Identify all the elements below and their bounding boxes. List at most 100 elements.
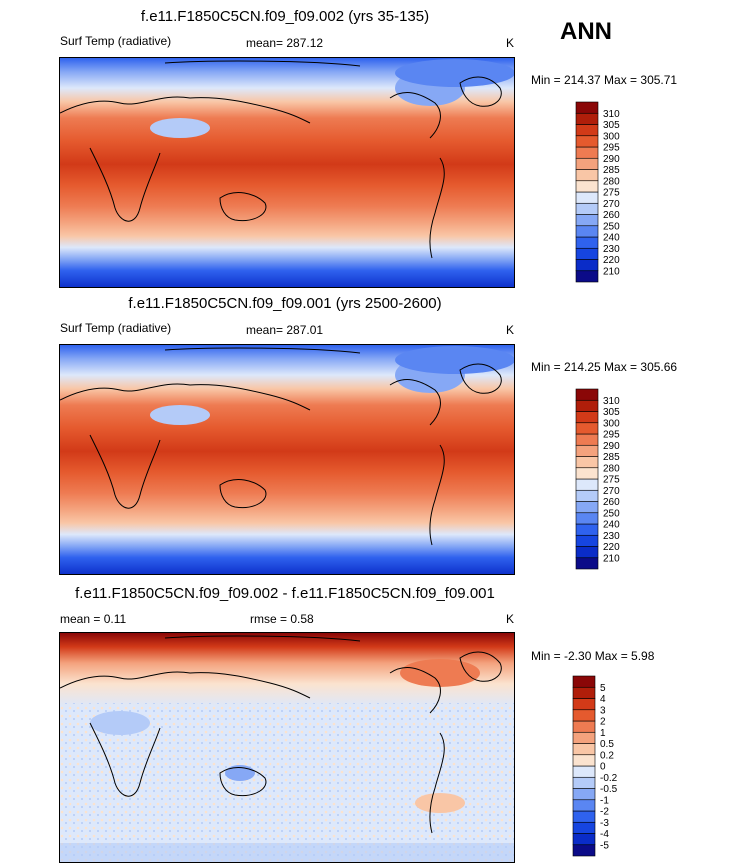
panel-1-variable-label: Surf Temp (radiative): [60, 34, 172, 48]
colorbar-2-tick-label: 250: [603, 508, 620, 519]
colorbar-1-box-15: [575, 101, 599, 114]
colorbar-1-box-2: [575, 247, 599, 260]
colorbar-1-box-10: [575, 157, 599, 170]
colorbar-2-box-14: [575, 399, 599, 412]
colorbar-3-box-0: [572, 844, 596, 857]
colorbar-1-tick-label: 310: [603, 109, 620, 120]
colorbar-2-box-1: [575, 546, 599, 559]
colorbar-2-tick-label: 230: [603, 531, 620, 542]
colorbar-2-tick-label: 210: [603, 553, 620, 564]
panel-3-mean-label: mean = 0.11: [60, 612, 127, 626]
colorbar-3-box-12: [572, 709, 596, 722]
colorbar-1-tick-label: 275: [603, 188, 620, 199]
colorbar-2-box-13: [575, 411, 599, 424]
colorbar-2-box-10: [575, 444, 599, 457]
colorbar-3-box-15: [572, 675, 596, 688]
colorbar-3-tick-label: 0.5: [600, 739, 614, 750]
colorbar-1-box-7: [575, 191, 599, 204]
colorbar-2-tick-label: 305: [603, 407, 620, 418]
colorbar-3-box-1: [572, 833, 596, 846]
colorbar-2-tick-label: 300: [603, 418, 620, 429]
panel-1-mean-label: mean= 287.12: [246, 36, 324, 50]
colorbar-2-box-5: [575, 501, 599, 514]
colorbar-3-tick-label: -0.5: [600, 784, 618, 795]
colorbar-1-tick-label: 250: [603, 221, 620, 232]
colorbar-1-tick-label: 280: [603, 176, 620, 187]
colorbar-1-tick-label: 240: [603, 233, 620, 244]
colorbar-3-box-4: [572, 799, 596, 812]
panel-2-title: f.e11.F1850C5CN.f09_f09.001 (yrs 2500-26…: [128, 295, 442, 312]
colorbar-1-tick-label: 295: [603, 143, 620, 154]
colorbar-1-box-1: [575, 259, 599, 272]
colorbar-2-box-11: [575, 433, 599, 446]
colorbar-2-tick-label: 285: [603, 452, 620, 463]
colorbar-1-box-3: [575, 236, 599, 249]
colorbar-2-tick-label: 260: [603, 497, 620, 508]
colorbar-1-box-0: [575, 270, 599, 283]
panel-1-title: f.e11.F1850C5CN.f09_f09.002 (yrs 35-135): [140, 8, 430, 25]
colorbar-1-tick-label: 290: [603, 154, 620, 165]
colorbar-3-box-9: [572, 743, 596, 756]
colorbar-3-tick-label: 3: [600, 705, 606, 716]
panel-3-title: f.e11.F1850C5CN.f09_f09.002 - f.e11.F185…: [75, 585, 495, 602]
colorbar-3-tick-label: -5: [600, 840, 609, 851]
colorbar-1-tick-label: 220: [603, 255, 620, 266]
colorbar-1-tick-label: 300: [603, 131, 620, 142]
colorbar-2-box-7: [575, 478, 599, 491]
panel-3-minmax-label: Min = -2.30 Max = 5.98: [531, 649, 655, 663]
colorbar-3-tick-label: -0.2: [600, 773, 618, 784]
colorbar-1-tick-label: 285: [603, 165, 620, 176]
colorbar-1-tick-label: 210: [603, 266, 620, 277]
colorbar-2-box-9: [575, 456, 599, 469]
panel-3-rmse-label: rmse = 0.58: [250, 612, 314, 626]
colorbar-3-tick-label: -3: [600, 818, 609, 829]
colorbar-3-box-2: [572, 821, 596, 834]
colorbar-2-box-0: [575, 557, 599, 570]
panel-3-units-label: K: [506, 612, 515, 626]
colorbar-2-tick-label: 310: [603, 396, 620, 407]
panel-2-variable-label: Surf Temp (radiative): [60, 321, 172, 335]
colorbar-1-box-4: [575, 225, 599, 238]
colorbar-3-tick-label: 4: [600, 694, 606, 705]
panel-3-map: [59, 632, 515, 863]
colorbar-2-tick-label: 240: [603, 520, 620, 531]
colorbar-1-tick-label: 305: [603, 120, 620, 131]
colorbar-3-box-6: [572, 776, 596, 789]
panel-3-colorbar: -5 -4 -3 -2 -1 -0.5 -0.2 0 0.2 0.5 1 2 3 4 5: [572, 675, 653, 859]
colorbar-1-box-12: [575, 135, 599, 148]
panel-1-map: [59, 57, 515, 288]
colorbar-1-box-8: [575, 180, 599, 193]
colorbar-3-tick-label: -4: [600, 829, 609, 840]
colorbar-2-box-8: [575, 467, 599, 480]
colorbar-2-box-15: [575, 388, 599, 401]
colorbar-2-box-6: [575, 489, 599, 502]
colorbar-3-tick-label: -2: [600, 807, 609, 818]
colorbar-3-box-14: [572, 686, 596, 699]
panel-1-minmax-label: Min = 214.37 Max = 305.71: [531, 73, 678, 87]
colorbar-3-tick-label: 5: [600, 683, 606, 694]
colorbar-1-box-6: [575, 202, 599, 215]
colorbar-2-tick-label: 270: [603, 486, 620, 497]
colorbar-2-tick-label: 295: [603, 430, 620, 441]
colorbar-3-box-10: [572, 731, 596, 744]
colorbar-3-box-13: [572, 698, 596, 711]
colorbar-1-box-14: [575, 112, 599, 125]
panel-1-units-label: K: [506, 36, 515, 50]
colorbar-1-box-11: [575, 146, 599, 159]
colorbar-1-tick-label: 260: [603, 210, 620, 221]
colorbar-3-box-7: [572, 765, 596, 778]
colorbar-3-box-8: [572, 754, 596, 767]
colorbar-2-box-4: [575, 512, 599, 525]
colorbar-3-tick-label: 0.2: [600, 750, 614, 761]
colorbar-1-box-9: [575, 169, 599, 182]
panel-2-map: [59, 344, 515, 575]
panel-1-colorbar: 210 220 230 240 250 260 270 275 280 285 290 295 300 3…: [575, 101, 656, 285]
panel-2-minmax-label: Min = 214.25 Max = 305.66: [531, 360, 678, 374]
colorbar-2-box-3: [575, 523, 599, 536]
season-label: ANN: [560, 18, 612, 45]
colorbar-1-box-5: [575, 214, 599, 227]
colorbar-3-tick-label: 2: [600, 717, 606, 728]
panel-2-units-label: K: [506, 323, 515, 337]
colorbar-3-box-11: [572, 720, 596, 733]
colorbar-2-tick-label: 280: [603, 463, 620, 474]
